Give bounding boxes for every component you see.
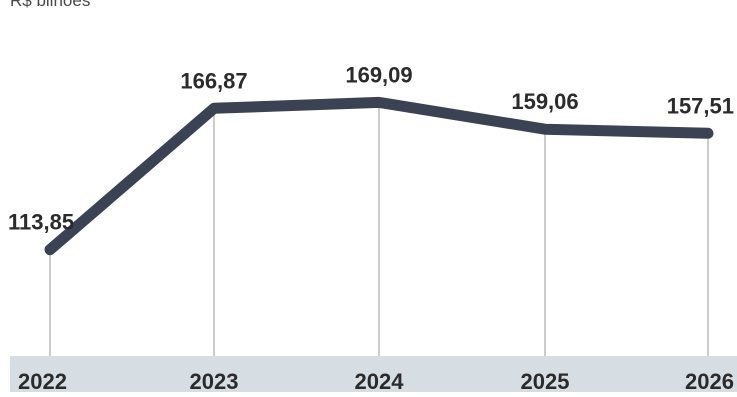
series-line <box>44 96 714 256</box>
data-label-2022: 113,85 <box>8 210 74 235</box>
drop-lines <box>49 102 709 356</box>
x-tick-2023: 2023 <box>190 369 239 392</box>
x-tick-2025: 2025 <box>521 369 570 392</box>
x-tick-2026: 2026 <box>685 369 734 392</box>
data-label-2024: 169,09 <box>345 62 412 87</box>
data-labels: 113,85 166,87 169,09 159,06 157,51 <box>8 62 734 234</box>
unit-label: R$ bilhões <box>10 0 91 10</box>
x-tick-labels: 2022 2023 2024 2025 2026 <box>18 369 734 394</box>
x-axis-band <box>10 356 737 392</box>
data-label-2026: 157,51 <box>667 93 734 118</box>
x-tick-2022: 2022 <box>18 369 67 392</box>
data-label-2023: 166,87 <box>180 68 247 93</box>
data-label-2025: 159,06 <box>511 89 578 114</box>
x-tick-2024: 2024 <box>355 369 405 392</box>
